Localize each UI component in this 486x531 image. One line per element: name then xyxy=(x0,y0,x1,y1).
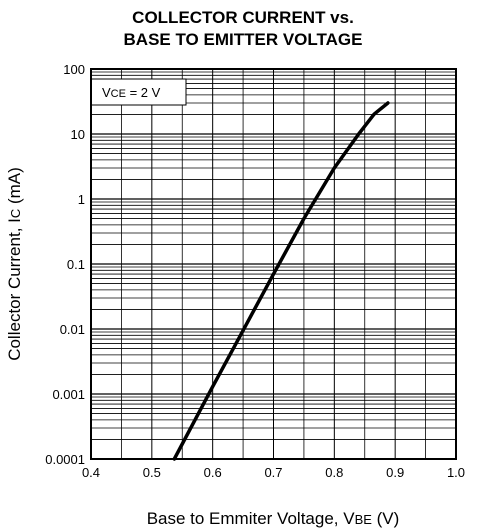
x-tick-label: 0.7 xyxy=(264,465,282,480)
y-tick-label: 100 xyxy=(63,62,85,77)
y-tick-label: 1 xyxy=(78,192,85,207)
x-tick-label: 0.8 xyxy=(325,465,343,480)
grid xyxy=(91,69,456,459)
x-tick-label: 0.6 xyxy=(204,465,222,480)
x-tick-label: 0.9 xyxy=(386,465,404,480)
y-tick-label: 0.01 xyxy=(60,322,85,337)
y-tick-label: 0.1 xyxy=(67,257,85,272)
y-axis-label: Collector Current, IC (mA) xyxy=(5,167,24,361)
tick-labels: 0.4 0.5 0.6 0.7 0.8 0.9 1.0 0.0001 0.001 0.01 0.1 1… xyxy=(45,62,465,480)
x-tick-label: 0.5 xyxy=(143,465,161,480)
plot-border xyxy=(90,68,457,460)
annotation-box xyxy=(90,78,187,106)
annotation-text: VCE = 2 V xyxy=(102,85,161,100)
x-tick-label: 0.4 xyxy=(82,465,100,480)
chart-title-line2: BASE TO EMITTER VOLTAGE xyxy=(123,30,363,49)
y-tick-label: 0.001 xyxy=(52,387,85,402)
series-line xyxy=(172,101,390,461)
y-tick-label: 0.0001 xyxy=(45,452,85,467)
x-axis-label: Base to Emmiter Voltage, VBE (V) xyxy=(147,509,400,528)
y-tick-label: 10 xyxy=(71,127,85,142)
x-tick-label: 1.0 xyxy=(447,465,465,480)
chart-title-line1: COLLECTOR CURRENT vs. xyxy=(132,8,354,27)
